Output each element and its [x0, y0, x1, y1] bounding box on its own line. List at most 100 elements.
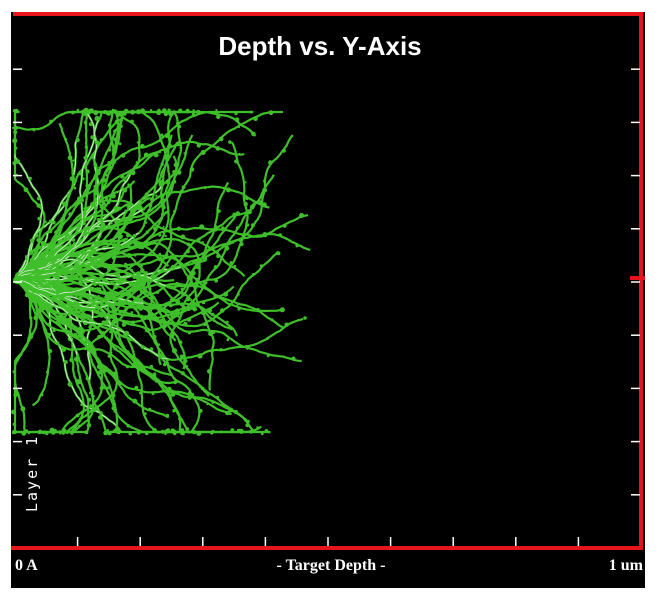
ion-track-point	[191, 112, 196, 117]
ion-track-point	[251, 131, 256, 137]
ion-track-point	[140, 268, 145, 274]
ion-track-point	[183, 253, 187, 256]
ion-track-point	[91, 363, 94, 367]
ion-track-point	[122, 291, 126, 295]
ion-track-point	[214, 278, 219, 283]
ion-track-point	[52, 328, 56, 332]
ion-track	[14, 122, 75, 279]
ion-track-point	[90, 302, 95, 307]
ion-track-point	[148, 287, 152, 291]
ion-track-point	[156, 281, 160, 284]
ion-track-point	[137, 244, 143, 249]
ion-track-point	[102, 178, 107, 183]
ion-track-point	[153, 185, 157, 189]
ion-track-point	[117, 299, 120, 302]
ion-track-point	[236, 303, 239, 306]
ion-track-point	[73, 186, 77, 190]
ion-track-point	[81, 109, 86, 113]
ion-track-point	[186, 242, 191, 247]
ion-track-point	[79, 124, 82, 127]
ion-track-point	[70, 176, 75, 182]
ion-track-point	[107, 123, 112, 128]
ion-track-point	[12, 429, 17, 435]
ion-track-point	[75, 223, 81, 229]
x-axis-label: - Target Depth -	[277, 557, 386, 574]
ion-track-point	[153, 152, 159, 158]
ion-track-point	[157, 257, 162, 262]
ion-track-point	[175, 314, 178, 317]
ion-track-point	[134, 254, 137, 257]
ion-track-point	[180, 287, 184, 291]
ion-track-point	[99, 386, 104, 391]
ion-track-point	[98, 166, 101, 169]
ion-track-point	[32, 128, 36, 132]
ion-track-point	[140, 345, 145, 349]
ion-track-point	[229, 261, 233, 265]
ion-track-point	[20, 352, 23, 356]
ion-track-point	[187, 331, 192, 335]
ion-track-point	[11, 409, 16, 415]
ion-track-point	[223, 186, 226, 189]
ion-track-point	[208, 331, 214, 337]
ion-track-point	[83, 347, 87, 351]
ion-track-point	[40, 241, 46, 246]
ion-track-point	[88, 370, 91, 372]
ion-track-point	[125, 365, 130, 369]
ion-track-point	[195, 294, 199, 298]
ion-track-point	[76, 108, 80, 112]
ion-track-point	[164, 429, 170, 434]
ion-track-point	[198, 384, 202, 388]
ion-track-point	[237, 293, 240, 296]
ion-track-point	[192, 260, 196, 265]
ion-track-point	[223, 291, 229, 297]
ion-track-point	[133, 305, 139, 311]
ion-track-point	[158, 182, 164, 187]
ion-track-point	[29, 238, 35, 243]
ion-track-point	[115, 272, 121, 278]
ion-track-point	[12, 126, 15, 130]
ion-track-point	[147, 313, 153, 318]
ion-track-point	[239, 242, 244, 247]
ion-track-point	[180, 234, 186, 240]
ion-track-point	[74, 281, 77, 284]
ion-track-point	[67, 381, 73, 387]
ion-track-point	[75, 137, 80, 143]
ion-track-point	[67, 312, 72, 316]
ion-track-point	[116, 429, 122, 435]
ion-track-point	[42, 430, 47, 435]
ion-track-point	[90, 202, 95, 207]
ion-track-point	[118, 279, 123, 285]
ion-track-point	[160, 175, 163, 178]
ion-track-point	[89, 404, 93, 407]
ion-track-point	[94, 255, 99, 260]
ion-track-point	[99, 262, 103, 265]
ion-track-point	[247, 419, 250, 423]
ion-track-point	[173, 209, 177, 213]
ion-track-point	[64, 360, 68, 364]
ion-track-point	[158, 252, 162, 256]
ion-track-point	[187, 307, 191, 311]
ion-track-point	[143, 412, 147, 416]
ion-track-point	[114, 267, 119, 272]
ion-track-point	[96, 364, 102, 370]
ion-track-point	[130, 320, 135, 325]
ion-track-point	[129, 119, 134, 124]
ion-track-point	[151, 391, 155, 396]
ion-track-point	[13, 392, 18, 398]
ion-track-point	[153, 248, 156, 251]
ion-track-point	[127, 183, 131, 187]
ion-track-point	[12, 422, 16, 426]
ion-track-point	[37, 429, 43, 435]
ion-track-point	[114, 286, 118, 290]
ion-track-point	[256, 308, 259, 311]
ion-track-point	[96, 269, 100, 273]
chart-title: Depth vs. Y-Axis	[218, 31, 421, 61]
ion-track-point	[149, 364, 154, 369]
ion-track-point	[164, 389, 169, 393]
ion-track-point	[84, 108, 89, 113]
ion-track-point	[158, 357, 161, 360]
ion-track-point	[161, 212, 165, 216]
ion-track-point	[38, 278, 43, 283]
ion-track-point	[124, 262, 128, 266]
